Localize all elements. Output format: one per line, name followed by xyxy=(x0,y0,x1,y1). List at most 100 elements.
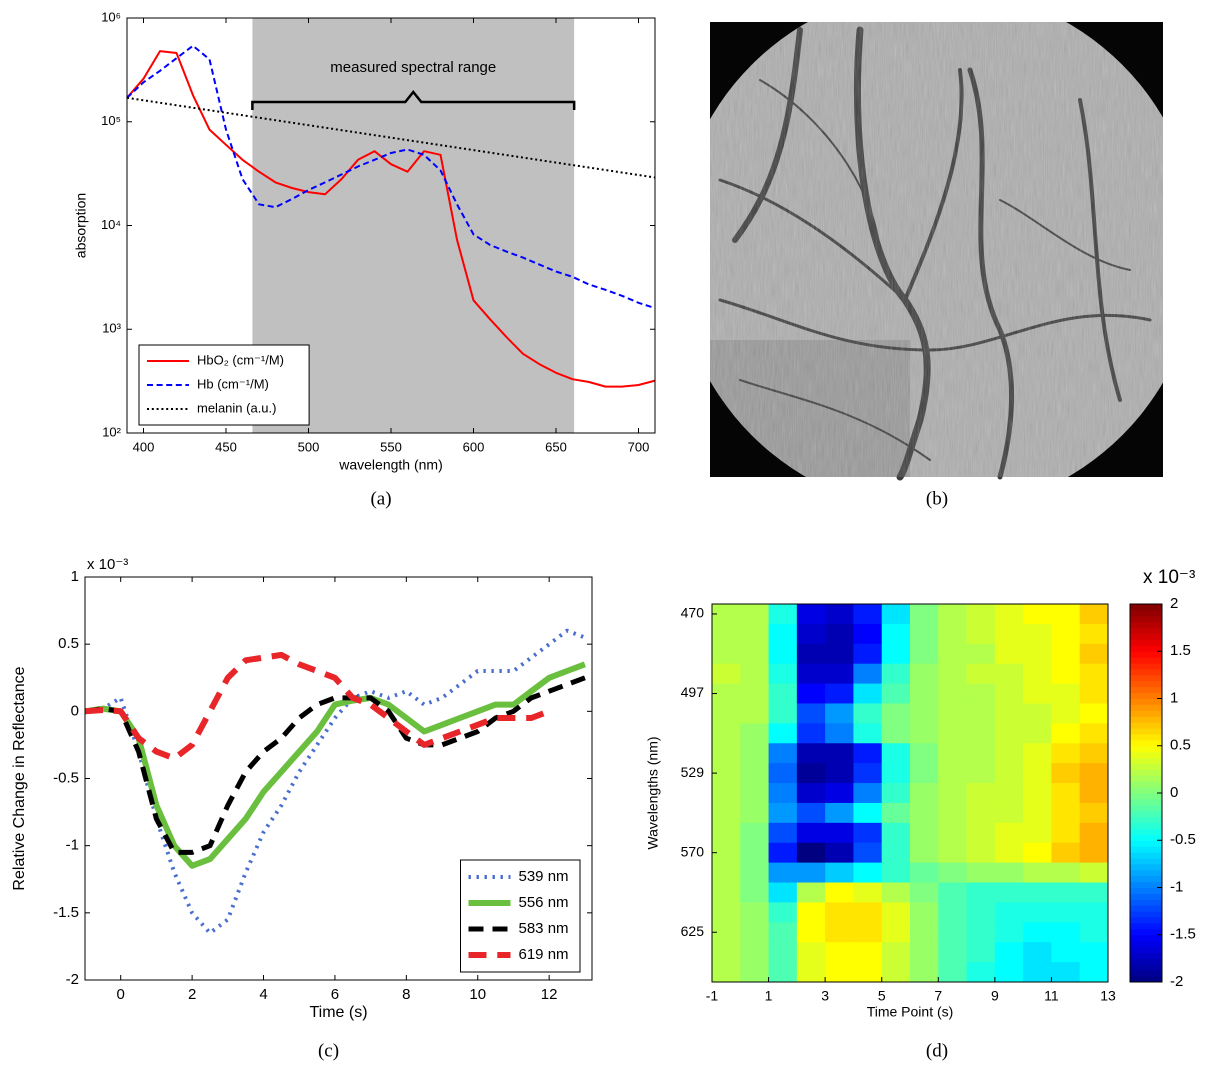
heat-cell xyxy=(1023,882,1052,903)
heat-cell xyxy=(966,783,996,804)
heat-cell xyxy=(796,783,826,804)
heat-cell xyxy=(938,922,968,943)
y-tick-label: 10⁶ xyxy=(101,9,121,24)
x-axis-title: Time Point (s) xyxy=(867,1004,954,1020)
heat-cell xyxy=(966,902,996,923)
heat-cell xyxy=(712,604,741,625)
colorbar-tick-label: -1.5 xyxy=(1170,926,1196,943)
colorbar-strip xyxy=(1130,798,1162,806)
colorbar-strip xyxy=(1130,852,1162,859)
heat-cell xyxy=(938,962,968,983)
heat-cell xyxy=(966,802,996,824)
heat-cell xyxy=(994,822,1024,844)
colorbar-tick-label: 0 xyxy=(1170,784,1178,801)
heat-cell xyxy=(910,842,939,864)
heat-cell xyxy=(768,822,798,844)
heat-cell xyxy=(712,623,741,645)
x-axis-title: Time (s) xyxy=(309,1004,367,1021)
colorbar-strip xyxy=(1130,940,1162,948)
heat-cell xyxy=(796,822,826,844)
heat-cell xyxy=(1051,962,1081,983)
colorbar-strip xyxy=(1130,663,1162,670)
heat-cell xyxy=(740,623,770,645)
heat-cell xyxy=(768,882,798,903)
heat-cell xyxy=(910,763,939,784)
heat-cell xyxy=(1079,623,1109,645)
heat-cell xyxy=(825,862,854,884)
heat-cell xyxy=(938,882,968,903)
heat-cell xyxy=(740,723,770,744)
heat-cell xyxy=(994,902,1024,923)
heat-cell xyxy=(1051,922,1081,943)
heat-cell xyxy=(994,643,1024,665)
heat-cell xyxy=(853,862,883,884)
colorbar-strip xyxy=(1130,952,1162,959)
colorbar-strip xyxy=(1130,869,1162,877)
heat-cell xyxy=(1051,763,1081,784)
heat-cell xyxy=(881,703,911,724)
legend-label: 556 nm xyxy=(519,894,569,911)
colorbar-strip xyxy=(1130,781,1162,788)
heat-cell xyxy=(966,962,996,983)
heat-cell xyxy=(1051,703,1081,724)
heat-cell xyxy=(853,643,883,665)
heat-cell xyxy=(1023,902,1052,923)
heat-cell xyxy=(712,802,741,824)
heat-cell xyxy=(853,703,883,724)
y-tick-label: 1 xyxy=(71,568,79,585)
colorbar-strip xyxy=(1130,668,1162,676)
heat-cell xyxy=(938,862,968,884)
heat-cell xyxy=(910,743,939,764)
heat-cell xyxy=(853,683,883,704)
colorbar-tick-label: 2 xyxy=(1170,595,1178,612)
heat-cell xyxy=(938,802,968,824)
y-tick-label: 470 xyxy=(681,605,705,621)
heat-cell xyxy=(740,842,770,864)
y-tick-label: 529 xyxy=(681,764,705,780)
heat-cell xyxy=(712,842,741,864)
heat-cell xyxy=(1079,604,1109,625)
heat-cell xyxy=(910,723,939,744)
heat-cell xyxy=(1023,604,1052,625)
colorbar-strip xyxy=(1130,621,1162,629)
colorbar-strip xyxy=(1130,828,1162,835)
heat-cell xyxy=(994,882,1024,903)
heat-cell xyxy=(1079,763,1109,784)
heat-cell xyxy=(1079,902,1109,923)
heat-cell xyxy=(966,922,996,943)
heat-cell xyxy=(796,922,826,943)
colorbar-strip xyxy=(1130,728,1162,735)
heat-cell xyxy=(881,822,911,844)
colorbar-strip xyxy=(1130,763,1162,770)
heat-cell xyxy=(768,723,798,744)
y-tick-label: 10³ xyxy=(102,321,121,336)
heat-cell xyxy=(853,802,883,824)
heat-cell xyxy=(853,604,883,625)
colorbar-strip xyxy=(1130,834,1162,841)
heat-cell xyxy=(966,604,996,625)
heat-cell xyxy=(938,683,968,704)
heat-cell xyxy=(1023,663,1052,685)
y-tick-label: 0.5 xyxy=(58,635,79,652)
heat-cell xyxy=(825,902,854,923)
heat-cell xyxy=(768,842,798,864)
heat-cell xyxy=(740,663,770,685)
y-tick-label: -2 xyxy=(66,971,79,988)
plot-frame xyxy=(84,576,593,981)
colorbar-strip xyxy=(1130,745,1162,753)
heat-cell xyxy=(1051,862,1081,884)
heat-cell xyxy=(740,962,770,983)
caption: (d) xyxy=(926,1040,948,1061)
heat-cell xyxy=(1079,783,1109,804)
heat-cell xyxy=(1079,882,1109,903)
heat-cell xyxy=(910,643,939,665)
heat-cell xyxy=(1079,942,1109,963)
bracket xyxy=(251,89,576,110)
heat-cell xyxy=(881,763,911,784)
heat-cell xyxy=(910,862,939,884)
heat-cell xyxy=(1023,723,1052,744)
image-noise xyxy=(710,22,1163,477)
colorbar-strip xyxy=(1130,911,1162,918)
